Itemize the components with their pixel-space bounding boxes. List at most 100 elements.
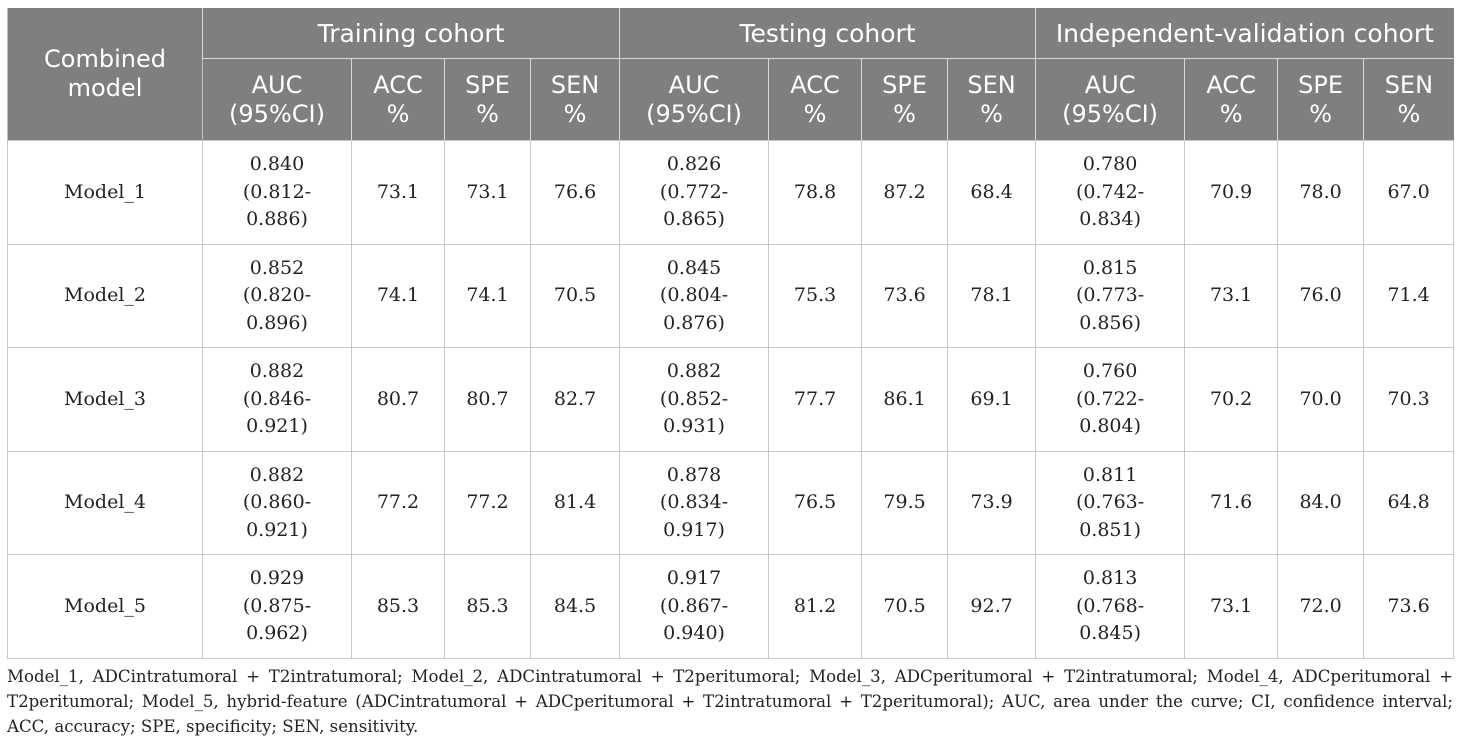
metric-header-auc-line: AUC [251, 70, 303, 99]
testing-auc-value: 0.882 [666, 360, 722, 383]
metric-header-acc: ACC% [351, 58, 445, 141]
metric-header-acc-line: ACC [790, 70, 840, 99]
validation-acc-cell: 71.6 [1184, 450, 1279, 556]
header-row-metrics: AUC (95%CI) ACC% SPE% SEN% AUC (95%CI) ACC% SPE%… [8, 58, 1454, 141]
testing-sen-cell: 92.7 [947, 554, 1037, 659]
training-ci-lower: (0.812- [242, 180, 312, 203]
metric-header-auc: AUC (95%CI) [619, 58, 769, 141]
validation-auc-value: 0.813 [1082, 567, 1138, 590]
metric-header-acc-line: % [386, 99, 410, 128]
testing-acc-cell: 78.8 [768, 140, 863, 245]
metric-header-spe-line: % [476, 99, 499, 128]
training-ci-lower: (0.875- [242, 594, 312, 617]
metric-header-auc: AUC (95%CI) [202, 58, 352, 141]
training-ci-upper: 0.896) [246, 311, 308, 334]
training-spe-cell: 73.1 [444, 140, 531, 245]
metric-header-auc: AUC (95%CI) [1035, 58, 1185, 141]
metric-header-auc-line: (95%CI) [1062, 99, 1159, 128]
testing-spe-cell: 79.5 [861, 450, 949, 556]
metric-header-spe-line: % [893, 99, 916, 128]
validation-ci-upper: 0.834) [1079, 208, 1141, 231]
metric-header-sen-line: SEN [967, 70, 1016, 99]
testing-ci-lower: (0.867- [659, 594, 729, 617]
validation-auc-cell: 0.815 (0.773- 0.856) [1035, 243, 1186, 349]
validation-ci-lower: (0.768- [1075, 594, 1145, 617]
training-spe-cell: 80.7 [444, 347, 531, 452]
results-table-container: Combined model Training cohort Testing c… [7, 8, 1455, 659]
validation-acc-cell: 70.2 [1184, 347, 1279, 452]
metric-header-spe-line: SPE [465, 70, 510, 99]
metric-header-acc-line: % [1219, 99, 1243, 128]
validation-auc-cell: 0.813 (0.768- 0.845) [1035, 554, 1186, 659]
validation-ci-lower: (0.773- [1075, 284, 1145, 307]
testing-ci-upper: 0.931) [663, 415, 725, 438]
training-auc-value: 0.840 [249, 153, 305, 176]
validation-sen-cell: 70.3 [1363, 347, 1455, 452]
testing-auc-cell: 0.917 (0.867- 0.940) [619, 554, 770, 659]
testing-sen-cell: 68.4 [947, 140, 1037, 245]
testing-auc-cell: 0.878 (0.834- 0.917) [619, 450, 770, 556]
testing-cohort-header: Testing cohort [619, 8, 1036, 59]
training-sen-cell: 84.5 [529, 554, 621, 659]
training-auc-cell: 0.840 (0.812- 0.886) [202, 140, 352, 245]
training-ci-upper: 0.886) [246, 208, 308, 231]
metric-header-auc-line: (95%CI) [229, 99, 325, 128]
metric-header-sen: SEN% [947, 58, 1036, 141]
training-auc-value: 0.852 [249, 256, 305, 279]
table-body: Model_1 0.840 (0.812- 0.886) 73.1 73.1 76.6 0.8… [7, 140, 1455, 659]
testing-spe-cell: 73.6 [861, 243, 949, 349]
training-sen-cell: 82.7 [529, 347, 621, 452]
validation-spe-cell: 72.0 [1277, 554, 1365, 659]
training-auc-value: 0.929 [249, 567, 305, 590]
metric-header-spe-line: % [1309, 99, 1332, 128]
validation-ci-upper: 0.856) [1079, 311, 1141, 334]
training-spe-cell: 74.1 [444, 243, 531, 349]
metric-header-spe: SPE% [444, 58, 531, 141]
testing-acc-cell: 75.3 [768, 243, 863, 349]
model-name-cell: Model_3 [7, 347, 203, 452]
training-auc-cell: 0.882 (0.860- 0.921) [202, 450, 352, 556]
training-ci-upper: 0.962) [246, 622, 308, 645]
model-performance-table: Combined model Training cohort Testing c… [7, 8, 1455, 659]
training-auc-value: 0.882 [249, 360, 305, 383]
validation-sen-cell: 73.6 [1363, 554, 1455, 659]
header-row-cohorts: Combined model Training cohort Testing c… [7, 8, 1454, 141]
metric-header-sen: SEN% [1363, 58, 1454, 141]
validation-spe-cell: 70.0 [1277, 347, 1365, 452]
validation-auc-value: 0.760 [1082, 360, 1138, 383]
metric-header-acc: ACC% [1184, 58, 1278, 141]
testing-ci-lower: (0.852- [659, 387, 729, 410]
validation-auc-cell: 0.760 (0.722- 0.804) [1035, 347, 1186, 452]
metric-header-acc-line: ACC [1206, 70, 1256, 99]
combined-header-line-2: model [67, 74, 143, 102]
testing-acc-cell: 81.2 [768, 554, 863, 659]
testing-auc-cell: 0.826 (0.772- 0.865) [619, 140, 770, 245]
metric-header-spe: SPE% [861, 58, 948, 141]
validation-spe-cell: 76.0 [1277, 243, 1365, 349]
testing-ci-upper: 0.876) [663, 311, 725, 334]
model-name-cell: Model_2 [7, 243, 203, 349]
testing-acc-cell: 77.7 [768, 347, 863, 452]
testing-auc-cell: 0.845 (0.804- 0.876) [619, 243, 770, 349]
training-cohort-header: Training cohort [201, 8, 620, 59]
training-auc-cell: 0.929 (0.875- 0.962) [202, 554, 352, 659]
table-row: Model_5 0.929 (0.875- 0.962) 85.3 85.3 84.5 0.9… [7, 554, 1455, 659]
validation-acc-cell: 73.1 [1184, 554, 1279, 659]
testing-ci-upper: 0.865) [663, 208, 725, 231]
validation-sen-cell: 67.0 [1363, 140, 1455, 245]
table-row: Model_1 0.840 (0.812- 0.886) 73.1 73.1 76.6 0.8… [7, 140, 1455, 245]
testing-ci-lower: (0.804- [659, 284, 729, 307]
training-acc-cell: 85.3 [351, 554, 445, 659]
validation-ci-upper: 0.804) [1079, 415, 1141, 438]
metric-header-auc-line: AUC [668, 70, 720, 99]
testing-spe-cell: 70.5 [861, 554, 949, 659]
table-row: Model_4 0.882 (0.860- 0.921) 77.2 77.2 81.4 0.8… [7, 450, 1455, 556]
testing-auc-value: 0.826 [666, 153, 722, 176]
testing-auc-value: 0.878 [666, 463, 722, 486]
testing-ci-lower: (0.834- [659, 491, 729, 514]
metric-header-spe-line: SPE [882, 70, 927, 99]
testing-auc-cell: 0.882 (0.852- 0.931) [619, 347, 770, 452]
training-acc-cell: 80.7 [351, 347, 445, 452]
metric-header-sen-line: % [980, 99, 1003, 128]
combined-header-line-1: Combined [44, 45, 166, 73]
